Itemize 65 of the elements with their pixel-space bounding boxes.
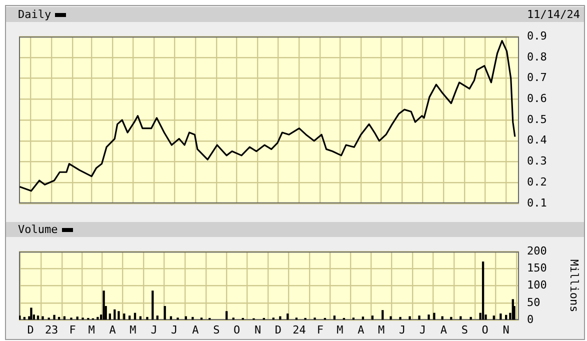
bar <box>53 314 56 320</box>
x-tick-label: J <box>171 323 178 336</box>
x-tick-label: S <box>213 323 220 336</box>
bar <box>390 316 392 320</box>
x-tick-label: 24 <box>292 323 306 336</box>
bar <box>19 316 21 320</box>
x-tick-label: S <box>461 323 468 336</box>
y-tick-label: 200 <box>527 244 547 258</box>
y-tick-label: 0.9 <box>527 29 547 42</box>
x-tick-label: O <box>482 323 488 336</box>
bar <box>428 314 430 320</box>
bar <box>408 316 411 320</box>
legend-label: Daily <box>18 8 52 21</box>
bar <box>500 314 502 320</box>
bar <box>399 316 402 320</box>
y-tick-label: 0 <box>527 312 534 326</box>
x-tick-label: A <box>358 323 365 336</box>
bar <box>164 306 166 320</box>
text: 11/14/24 <box>527 7 580 22</box>
bar <box>382 310 384 320</box>
x-tick-label: J <box>399 323 406 336</box>
x-tick-label: M <box>88 323 96 336</box>
bar <box>433 312 436 320</box>
x-tick-label: M <box>378 323 385 336</box>
bar <box>146 316 148 320</box>
x-tick-label: A <box>440 323 448 336</box>
y-tick-label: 150 <box>527 262 547 275</box>
y-tick-label: 0.3 <box>527 154 547 168</box>
y-tick-label: 100 <box>527 278 547 292</box>
x-tick-label: D <box>27 323 34 336</box>
x-tick-label: F <box>316 323 324 336</box>
y-tick-label: 0.4 <box>527 134 548 147</box>
bar <box>152 290 154 320</box>
y-tick-label: 0.2 <box>527 175 547 188</box>
x-tick-label: D <box>274 323 282 336</box>
y-tick-label: 0.7 <box>527 71 547 84</box>
bar <box>192 316 194 320</box>
bar <box>102 290 105 320</box>
bar <box>118 311 120 320</box>
bar <box>30 308 32 320</box>
bar <box>96 316 99 320</box>
x-tick-label: J <box>150 323 158 336</box>
bar <box>418 316 420 320</box>
x-tick-label: O <box>233 323 240 336</box>
x-tick-label: A <box>109 323 116 336</box>
y-tick-label: 0.8 <box>527 50 547 64</box>
x-tick-label: A <box>192 323 200 336</box>
x-tick-label: F <box>69 323 76 336</box>
y-tick-label: 0.1 <box>527 196 547 210</box>
bar <box>42 316 44 320</box>
bar <box>114 309 116 320</box>
y-axis-title: Millions <box>568 259 581 312</box>
bar <box>226 311 228 320</box>
x-tick-label: N <box>254 323 262 336</box>
x-tick-label: J <box>419 323 426 336</box>
y-tick-label: 0.6 <box>527 92 547 106</box>
legend-label: Volume <box>18 223 58 236</box>
x-tick-label: M <box>336 323 344 336</box>
bar <box>482 262 484 320</box>
bar <box>279 316 282 320</box>
y-tick-label: 0.5 <box>527 112 547 126</box>
x-tick-label: N <box>502 323 510 336</box>
x-tick-label: 23 <box>44 323 58 336</box>
x-tick-label: M <box>130 323 137 336</box>
y-tick-label: 50 <box>527 296 540 309</box>
